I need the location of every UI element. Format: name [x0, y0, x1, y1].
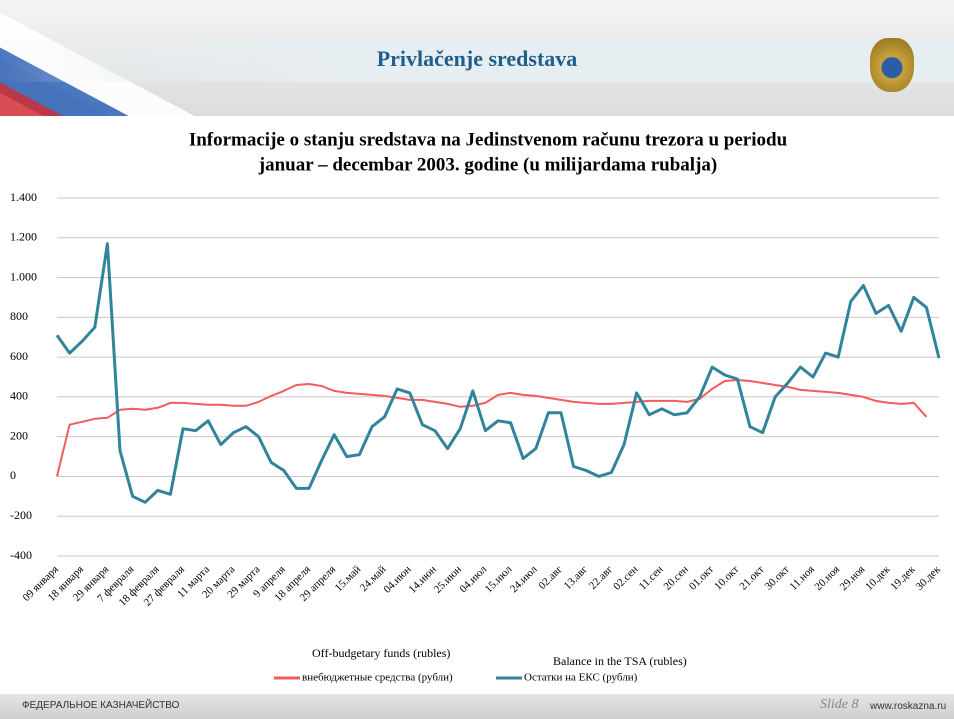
y-tick-label: -400	[10, 548, 32, 562]
x-tick-label: 20.сен	[662, 563, 691, 592]
legend-label: внебюджетные средства (рубли)	[302, 672, 453, 684]
x-tick-label: 21.окт	[737, 563, 766, 592]
x-tick-label: 10.дек	[863, 563, 893, 593]
y-tick-label: 1.000	[10, 269, 37, 283]
x-tick-label: 15.май	[333, 563, 364, 594]
y-tick-label: 600	[10, 349, 28, 363]
x-tick-label: 04.июл	[457, 563, 489, 595]
y-tick-label: -200	[10, 508, 32, 522]
annotation: Balance in the TSA (rubles)	[553, 654, 687, 668]
y-tick-label: 200	[10, 428, 28, 442]
x-tick-label: 11.ноя	[787, 563, 816, 592]
y-tick-label: 800	[10, 309, 28, 323]
footer-text: ФЕДЕРАЛЬНОЕ КАЗНАЧЕЙСТВО	[22, 700, 179, 711]
x-tick-label: 11.сен	[637, 563, 666, 592]
chart-title: januar – decembar 2003. godine (u milija…	[258, 154, 717, 175]
x-tick-label: 20.ноя	[812, 563, 842, 593]
legend-label: Остатки на ЕКС (рубли)	[524, 672, 638, 684]
x-tick-label: 24.июл	[508, 563, 540, 595]
y-tick-label: 400	[10, 389, 28, 403]
y-tick-label: 1.400	[10, 190, 37, 204]
x-tick-label: 22.авг	[587, 563, 616, 592]
x-tick-label: 19.дек	[888, 563, 918, 593]
x-tick-label: 25.июн	[432, 563, 464, 595]
x-tick-label: 15.июл	[483, 563, 515, 595]
x-tick-label: 02.авг	[536, 563, 565, 592]
chart: Informacije o stanju sredstava na Jedins…	[0, 0, 954, 719]
x-tick-label: 30.дек	[914, 563, 944, 593]
chart-title: Informacije o stanju sredstava na Jedins…	[189, 129, 788, 150]
x-tick-label: 30.окт	[763, 563, 792, 592]
x-tick-label: 29.ноя	[838, 563, 868, 593]
annotation: Off-budgetary funds (rubles)	[312, 646, 450, 660]
slide-number: Slide 8	[820, 697, 859, 713]
x-tick-label: 01.окт	[687, 563, 716, 592]
slide: Privlačenje sredstava Informacije o stan…	[0, 0, 954, 719]
y-tick-label: 1.200	[10, 230, 37, 244]
x-tick-label: 13.авг	[562, 563, 591, 592]
x-tick-label: 10.окт	[712, 563, 741, 592]
y-tick-label: 0	[10, 468, 16, 482]
x-tick-label: 02.сен	[611, 563, 640, 592]
footer-site: www.roskazna.ru	[870, 701, 946, 712]
series-line	[57, 244, 939, 503]
